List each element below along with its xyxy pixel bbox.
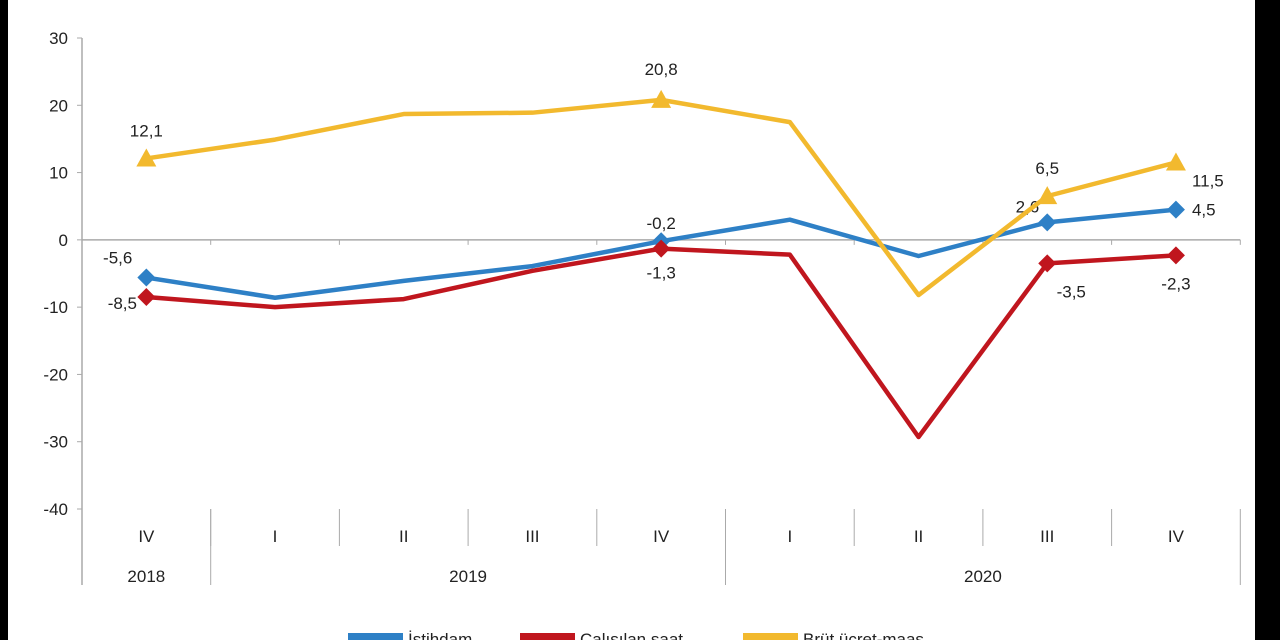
x-tick-label: I bbox=[273, 527, 278, 546]
year-label: 2018 bbox=[127, 567, 165, 586]
y-tick-label: -10 bbox=[43, 298, 68, 317]
legend-label: Çalışılan saat bbox=[580, 630, 683, 640]
x-tick-label: I bbox=[787, 527, 792, 546]
diamond-marker bbox=[1166, 246, 1185, 265]
data-label: 2,6 bbox=[1016, 197, 1040, 216]
x-tick-label: IV bbox=[653, 527, 670, 546]
triangle-marker bbox=[136, 148, 157, 167]
x-tick-label: IV bbox=[138, 527, 155, 546]
diamond-marker bbox=[1038, 254, 1057, 273]
legend-label: İstihdam bbox=[408, 630, 472, 640]
data-label: 20,8 bbox=[645, 60, 678, 79]
year-label: 2019 bbox=[449, 567, 487, 586]
data-label: 11,5 bbox=[1192, 171, 1224, 190]
diamond-marker bbox=[1038, 213, 1057, 232]
diamond-marker bbox=[137, 288, 156, 307]
legend-swatch bbox=[348, 633, 403, 640]
data-label: -8,5 bbox=[108, 294, 137, 313]
triangle-marker bbox=[651, 89, 672, 108]
diamond-marker bbox=[652, 239, 671, 258]
x-tick-label: III bbox=[1040, 527, 1054, 546]
data-label: 6,5 bbox=[1035, 159, 1059, 178]
diamond-marker bbox=[137, 268, 156, 287]
chart-panel: 30 20 10 0 -10 -20 -30 -40 IV I II III IV I II III IV 201… bbox=[8, 0, 1255, 640]
y-tick-label: 0 bbox=[59, 231, 68, 250]
data-label: 4,5 bbox=[1192, 201, 1216, 220]
data-label: -1,3 bbox=[647, 264, 676, 283]
data-label: -3,5 bbox=[1057, 282, 1086, 301]
x-tick-label: II bbox=[914, 527, 923, 546]
x-tick-label: III bbox=[525, 527, 539, 546]
y-tick-label: -20 bbox=[43, 365, 68, 384]
triangle-marker bbox=[1165, 152, 1186, 171]
legend-swatch bbox=[520, 633, 575, 640]
diamond-marker bbox=[1166, 200, 1185, 219]
data-label: -2,3 bbox=[1161, 274, 1190, 293]
data-label: 12,1 bbox=[130, 121, 163, 140]
y-tick-label: -30 bbox=[43, 433, 68, 452]
data-label: -5,6 bbox=[103, 249, 132, 268]
legend-label: Brüt ücret-maaş bbox=[803, 630, 924, 640]
y-tick-label: -40 bbox=[43, 500, 68, 519]
x-tick-label: II bbox=[399, 527, 408, 546]
year-label: 2020 bbox=[964, 567, 1002, 586]
y-tick-label: 30 bbox=[49, 29, 68, 48]
data-label: -0,2 bbox=[647, 214, 676, 233]
legend-swatch bbox=[743, 633, 798, 640]
y-tick-label: 20 bbox=[49, 96, 68, 115]
y-tick-label: 10 bbox=[49, 164, 68, 183]
x-tick-label: IV bbox=[1168, 527, 1185, 546]
triangle-marker bbox=[1037, 186, 1058, 205]
